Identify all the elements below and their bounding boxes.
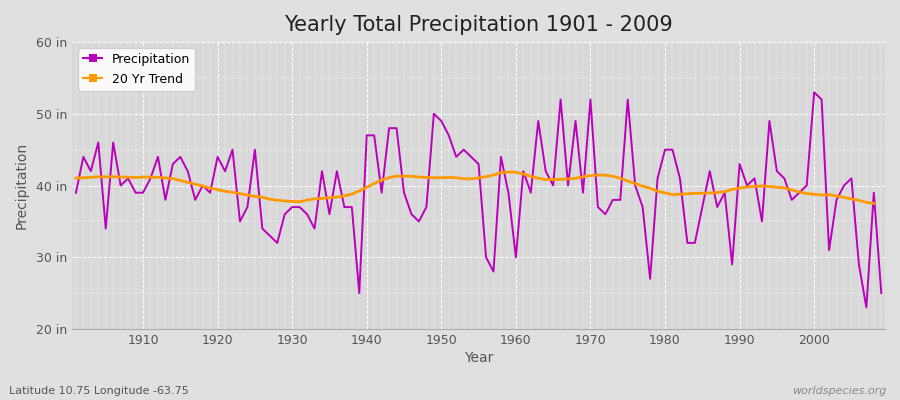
Text: worldspecies.org: worldspecies.org bbox=[792, 386, 886, 396]
Title: Yearly Total Precipitation 1901 - 2009: Yearly Total Precipitation 1901 - 2009 bbox=[284, 15, 673, 35]
Y-axis label: Precipitation: Precipitation bbox=[15, 142, 29, 229]
Legend: Precipitation, 20 Yr Trend: Precipitation, 20 Yr Trend bbox=[78, 48, 195, 91]
Text: Latitude 10.75 Longitude -63.75: Latitude 10.75 Longitude -63.75 bbox=[9, 386, 189, 396]
X-axis label: Year: Year bbox=[464, 351, 493, 365]
